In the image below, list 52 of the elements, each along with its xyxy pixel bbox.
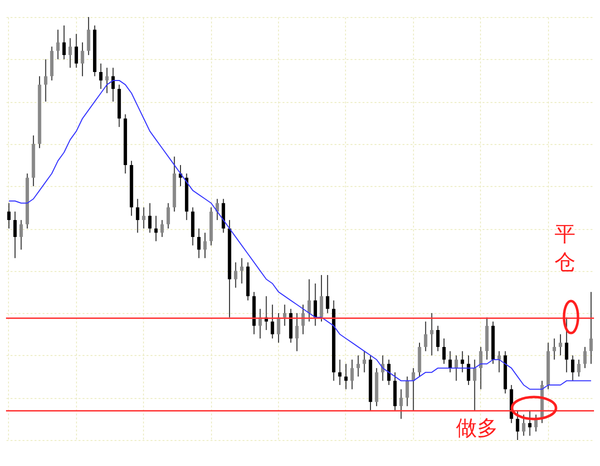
candlestick — [44, 58, 48, 102]
candlestick — [479, 346, 482, 390]
candlestick — [160, 220, 164, 238]
candlestick — [216, 198, 219, 221]
candlestick — [558, 334, 562, 356]
candlestick — [197, 228, 201, 259]
candlestick — [136, 198, 140, 234]
candlestick — [522, 414, 526, 436]
candlestick — [240, 258, 244, 284]
candlestick — [497, 350, 501, 373]
candlestick — [356, 354, 360, 378]
candlestick — [528, 410, 532, 436]
candlestick — [234, 262, 238, 288]
candlestick — [387, 359, 391, 386]
candlestick — [350, 359, 354, 390]
candlestick — [399, 388, 403, 420]
candlestick — [282, 304, 286, 326]
candlestick — [362, 350, 366, 373]
candlestick — [571, 354, 574, 382]
candlestick — [7, 202, 11, 229]
candlestick — [270, 304, 274, 339]
candlestick — [68, 38, 72, 68]
candlestick — [436, 325, 440, 352]
candlestick — [430, 312, 434, 356]
candlestick — [454, 354, 458, 382]
candlestick — [472, 359, 476, 411]
candlestick — [589, 291, 593, 364]
candlestick — [406, 376, 409, 407]
candlestick — [111, 67, 115, 102]
candlestick — [583, 346, 587, 369]
candlestick — [424, 321, 428, 352]
candlestick — [166, 202, 170, 229]
candlestick — [99, 63, 103, 90]
annotation: 做多 — [456, 415, 498, 442]
candlestick — [86, 16, 90, 56]
candlestick — [344, 363, 348, 390]
candlestick — [19, 220, 23, 250]
candlestick — [74, 33, 78, 68]
candlestick — [338, 359, 342, 386]
candlestick — [314, 282, 318, 326]
candlestick — [142, 206, 146, 229]
candlestick — [412, 368, 416, 411]
annotation: 平仓 — [554, 221, 576, 276]
candlestick — [105, 67, 109, 94]
candlestick — [148, 202, 152, 234]
candlestick — [460, 350, 464, 373]
candlestick — [564, 316, 568, 373]
candlestick — [577, 359, 581, 378]
candlestick — [308, 278, 311, 322]
candlestick — [326, 274, 330, 314]
candlestick — [448, 350, 452, 373]
candlestick — [552, 338, 556, 360]
